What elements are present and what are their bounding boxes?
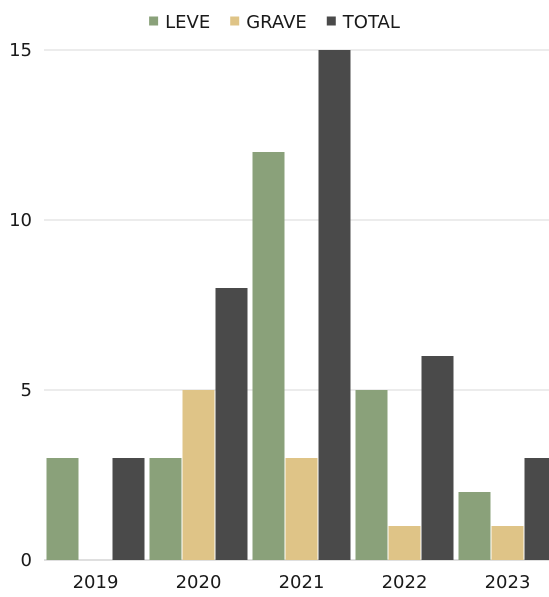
legend-item-grave: GRAVE: [230, 12, 307, 33]
bar-leve-2020: [150, 458, 182, 560]
bar-leve-2022: [356, 390, 388, 560]
bar-total-2021: [319, 50, 351, 560]
y-axis-ticks: 0 5 10 15: [9, 40, 32, 571]
bar-grave-2021: [286, 458, 318, 560]
legend-label: LEVE: [165, 12, 210, 33]
legend-label: TOTAL: [342, 12, 400, 33]
bar-grave-2020: [183, 390, 215, 560]
bar-total-2020: [216, 288, 248, 560]
legend-item-total: TOTAL: [327, 12, 400, 33]
legend-label: GRAVE: [246, 12, 307, 33]
legend-item-leve: LEVE: [149, 12, 210, 33]
bar-total-2022: [422, 356, 454, 560]
bar-total-2019: [113, 458, 145, 560]
bar-leve-2021: [253, 152, 285, 560]
x-tick-label: 2020: [176, 572, 222, 593]
y-tick-label: 0: [21, 550, 32, 571]
y-tick-label: 5: [21, 380, 32, 401]
bar-total-2023: [525, 458, 549, 560]
x-tick-label: 2019: [73, 572, 119, 593]
bar-grave-2023: [492, 526, 524, 560]
x-tick-label: 2022: [382, 572, 428, 593]
bar-leve-2023: [459, 492, 491, 560]
y-tick-label: 15: [9, 40, 32, 61]
x-tick-label: 2023: [485, 572, 531, 593]
legend-swatch: [230, 17, 239, 26]
bars: [47, 50, 549, 560]
bar-leve-2019: [47, 458, 79, 560]
y-tick-label: 10: [9, 210, 32, 231]
bar-grave-2022: [389, 526, 421, 560]
legend-swatch: [149, 17, 158, 26]
legend: LEVE GRAVE TOTAL: [149, 12, 400, 33]
x-tick-label: 2021: [279, 572, 325, 593]
x-axis-ticks: 2019 2020 2021 2022 2023: [73, 572, 531, 593]
legend-swatch: [327, 17, 336, 26]
